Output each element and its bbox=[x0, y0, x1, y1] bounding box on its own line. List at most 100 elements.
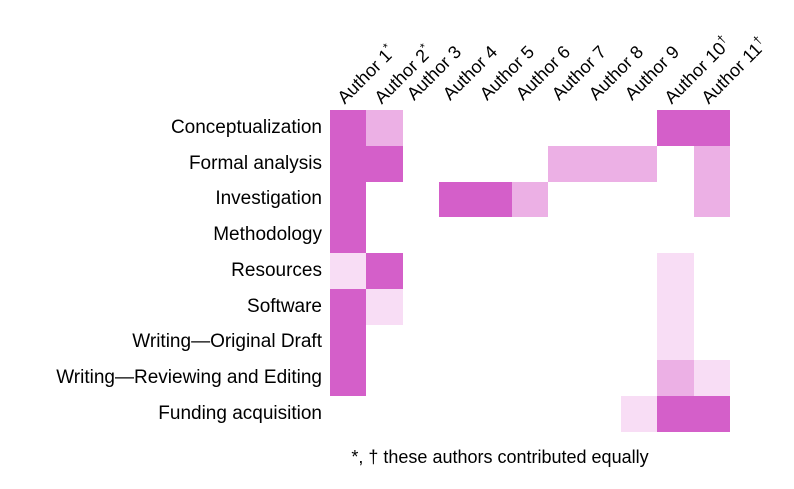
heatmap-cell bbox=[366, 253, 403, 289]
heatmap-cell bbox=[548, 217, 585, 254]
heatmap-cell bbox=[548, 110, 585, 146]
heatmap-cell bbox=[330, 217, 367, 254]
heatmap-cell bbox=[402, 360, 440, 397]
heatmap-cell bbox=[439, 145, 476, 182]
row-label: Investigation bbox=[215, 188, 322, 210]
heatmap-cell bbox=[402, 110, 440, 146]
heatmap-cell bbox=[475, 217, 512, 254]
heatmap-cell bbox=[693, 110, 730, 146]
heatmap-cell bbox=[584, 110, 621, 146]
heatmap-cell bbox=[657, 110, 694, 146]
heatmap-cell bbox=[475, 396, 512, 432]
heatmap-cell bbox=[620, 324, 658, 361]
row-label: Funding acquisition bbox=[158, 403, 322, 424]
heatmap-cell bbox=[657, 217, 694, 254]
heatmap-cell bbox=[475, 360, 512, 397]
heatmap-cell bbox=[584, 324, 621, 361]
heatmap-cell bbox=[584, 217, 621, 254]
heatmap-cell bbox=[584, 253, 621, 289]
heatmap-cell bbox=[475, 110, 512, 146]
heatmap-cell bbox=[439, 324, 476, 361]
heatmap-cell bbox=[439, 288, 476, 325]
heatmap-cell bbox=[511, 324, 549, 361]
heatmap-cell bbox=[366, 288, 403, 325]
heatmap-cell bbox=[402, 324, 440, 361]
heatmap-cell bbox=[620, 288, 658, 325]
heatmap-cell bbox=[548, 324, 585, 361]
heatmap-cell bbox=[693, 145, 730, 182]
heatmap-cell bbox=[330, 253, 367, 289]
heatmap-cell bbox=[657, 253, 694, 289]
row-label: Formal analysis bbox=[188, 152, 322, 174]
heatmap-cell bbox=[620, 217, 658, 254]
heatmap-cell bbox=[475, 145, 512, 182]
heatmap-cell bbox=[548, 145, 585, 182]
heatmap-cell bbox=[330, 360, 367, 397]
heatmap-cell bbox=[584, 288, 621, 325]
heatmap-cell bbox=[548, 253, 585, 289]
heatmap-cell bbox=[511, 360, 549, 397]
heatmap-cell bbox=[693, 181, 730, 218]
heatmap-cell bbox=[475, 253, 512, 289]
row-label: Writing—Reviewing and Editing bbox=[56, 367, 322, 389]
heatmap-cell bbox=[475, 324, 512, 361]
heatmap-cell bbox=[366, 217, 403, 254]
heatmap-cell bbox=[330, 145, 367, 182]
heatmap-cell bbox=[439, 181, 476, 218]
heatmap-cell bbox=[657, 288, 694, 325]
heatmap-grid bbox=[330, 110, 730, 432]
heatmap-cell bbox=[693, 253, 730, 289]
heatmap-cell bbox=[657, 181, 694, 218]
heatmap-cell bbox=[366, 360, 403, 397]
heatmap-cell bbox=[693, 324, 730, 361]
heatmap-cell bbox=[693, 217, 730, 254]
row-label: Conceptualization bbox=[170, 116, 322, 138]
heatmap-cell bbox=[330, 324, 367, 361]
heatmap-cell bbox=[439, 217, 476, 254]
heatmap-cell bbox=[402, 181, 440, 218]
heatmap-cell bbox=[657, 396, 694, 432]
heatmap-cell bbox=[475, 181, 512, 218]
heatmap-cell bbox=[402, 145, 440, 182]
heatmap-cell bbox=[620, 145, 658, 182]
heatmap-cell bbox=[330, 181, 367, 218]
heatmap-cell bbox=[511, 217, 549, 254]
row-label: Resources bbox=[231, 259, 322, 281]
heatmap-cell bbox=[657, 360, 694, 397]
row-label: Methodology bbox=[213, 224, 322, 246]
heatmap-cell bbox=[402, 217, 440, 254]
heatmap-cell bbox=[584, 145, 621, 182]
heatmap-cell bbox=[330, 288, 367, 325]
heatmap-cell bbox=[511, 181, 549, 218]
heatmap-cell bbox=[511, 288, 549, 325]
heatmap-cell bbox=[511, 396, 549, 432]
heatmap-cell bbox=[475, 288, 512, 325]
heatmap-cell bbox=[330, 110, 367, 146]
row-label: Writing—Original Draft bbox=[132, 331, 322, 353]
heatmap-cell bbox=[366, 181, 403, 218]
heatmap-cell bbox=[620, 181, 658, 218]
heatmap-cell bbox=[402, 396, 440, 432]
heatmap-cell bbox=[657, 145, 694, 182]
heatmap-cell bbox=[620, 360, 658, 397]
heatmap-cell bbox=[548, 181, 585, 218]
heatmap-cell bbox=[366, 145, 403, 182]
heatmap-cell bbox=[439, 360, 476, 397]
footnote: *, † these authors contributed equally bbox=[351, 447, 649, 467]
heatmap-cell bbox=[511, 145, 549, 182]
heatmap-cell bbox=[693, 360, 730, 397]
heatmap-cell bbox=[584, 396, 621, 432]
heatmap-cell bbox=[584, 360, 621, 397]
heatmap-cell bbox=[402, 288, 440, 325]
heatmap-cell bbox=[693, 288, 730, 325]
heatmap-cell bbox=[402, 253, 440, 289]
heatmap-cell bbox=[439, 253, 476, 289]
heatmap-cell bbox=[439, 396, 476, 432]
row-labels: Conceptualization Formal analysis Investig… bbox=[0, 110, 322, 432]
heatmap-cell bbox=[584, 181, 621, 218]
heatmap-cell bbox=[439, 110, 476, 146]
heatmap-cell bbox=[548, 396, 585, 432]
heatmap-cell bbox=[366, 110, 403, 146]
heatmap-cell bbox=[366, 324, 403, 361]
